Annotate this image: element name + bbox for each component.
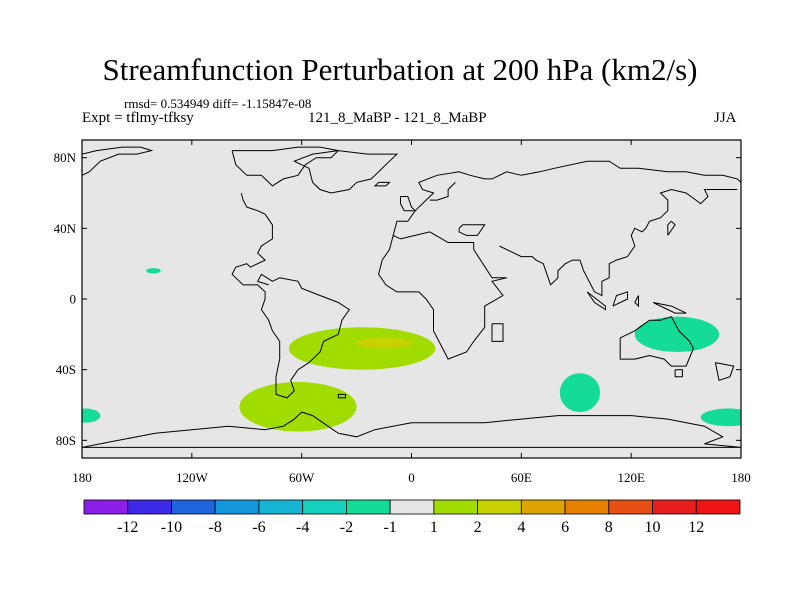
coastline-9 (491, 323, 504, 342)
colorbar-label: -10 (161, 519, 182, 536)
anomaly-indian-ocean-negative (634, 316, 720, 353)
colorbar-swatch (564, 499, 610, 515)
colorbar-label: -1 (383, 519, 396, 536)
colorbar-swatch (433, 499, 479, 515)
colorbar-label: -12 (117, 519, 138, 536)
colorbar-swatch (345, 499, 391, 515)
coastline-10 (458, 224, 486, 236)
coastline-14 (612, 291, 628, 307)
x-tick-label: 120E (617, 470, 645, 485)
x-tick-label: 0 (408, 470, 415, 485)
coastline-21 (337, 393, 347, 399)
colorbar-label: -4 (296, 519, 309, 536)
colorbar-swatch (171, 499, 216, 515)
colorbar-label: 4 (517, 519, 525, 536)
colorbar-swatch (214, 499, 260, 515)
experiment-label: Expt = tflmy-tfksy (82, 110, 194, 126)
coastline-2 (231, 192, 351, 399)
colorbar-label: 1 (430, 519, 438, 536)
anomaly-south-atlantic-positive (288, 327, 436, 370)
coastline-20 (82, 411, 741, 448)
anomaly-dateline-east-negative (700, 408, 741, 427)
colorbar-swatch (127, 499, 172, 515)
coastline-18 (674, 369, 683, 378)
colorbar-label: 6 (561, 519, 569, 536)
anomaly-tropical-pacific-negative (146, 268, 161, 274)
colorbar-label: -8 (209, 519, 222, 536)
y-tick-label: 80S (56, 433, 76, 448)
case-label: 121_8_MaBP - 121_8_MaBP (308, 110, 487, 126)
x-tick-label: 60W (289, 470, 315, 485)
chart-title: Streamfunction Perturbation at 200 hPa (… (102, 52, 698, 87)
colorbar-swatch (652, 499, 697, 515)
coastline-1 (231, 146, 340, 187)
season-label: JJA (714, 110, 737, 126)
colorbar-label: -2 (340, 519, 353, 536)
y-tick-label: 40N (54, 221, 77, 236)
y-tick-label: 80N (54, 150, 77, 165)
coastline-16 (652, 302, 687, 314)
x-tick-label: 180 (731, 470, 751, 485)
colorbar-swatch (608, 499, 653, 515)
coastline-7 (429, 182, 456, 201)
colorbar-swatch (520, 499, 566, 515)
coastline-3 (293, 150, 399, 194)
x-tick-label: 120W (176, 470, 209, 485)
y-tick-label: 40S (56, 362, 76, 377)
colorbar-label: 10 (645, 519, 661, 536)
anomaly-dateline-west-negative (82, 408, 101, 423)
coastline-8 (378, 231, 507, 360)
colorbar-label: 2 (474, 519, 482, 536)
stats-text: rmsd= 0.534949 diff= -1.15847e-08 (124, 96, 312, 111)
colorbar-swatch (302, 499, 347, 515)
colorbar-swatch (83, 499, 129, 515)
x-tick-label: 60E (511, 470, 532, 485)
anomaly-southern-indian-negative (559, 373, 601, 413)
coastline-11 (499, 188, 738, 297)
coastline-12 (667, 220, 676, 236)
colorbar-label: 8 (605, 519, 613, 536)
coastline-6 (392, 160, 741, 236)
colorbar-swatch (258, 499, 304, 515)
coastline-17 (619, 316, 694, 367)
colorbar-label: -6 (252, 519, 265, 536)
coastline-15 (634, 295, 639, 308)
x-tick-label: 180 (72, 470, 92, 485)
colorbar-swatch (389, 499, 435, 515)
coastline-19 (714, 362, 735, 381)
coastline-13 (586, 291, 606, 311)
coastline-4 (373, 181, 391, 187)
colorbar-swatch (695, 499, 741, 515)
anomaly-south-atlantic-core (354, 337, 414, 349)
colorbar-swatch (477, 499, 522, 515)
y-tick-label: 0 (70, 292, 77, 307)
colorbar-label: 12 (688, 519, 704, 536)
anomaly-south-pacific-positive (239, 382, 357, 432)
map-background (82, 140, 741, 458)
coastline-0 (82, 146, 154, 176)
